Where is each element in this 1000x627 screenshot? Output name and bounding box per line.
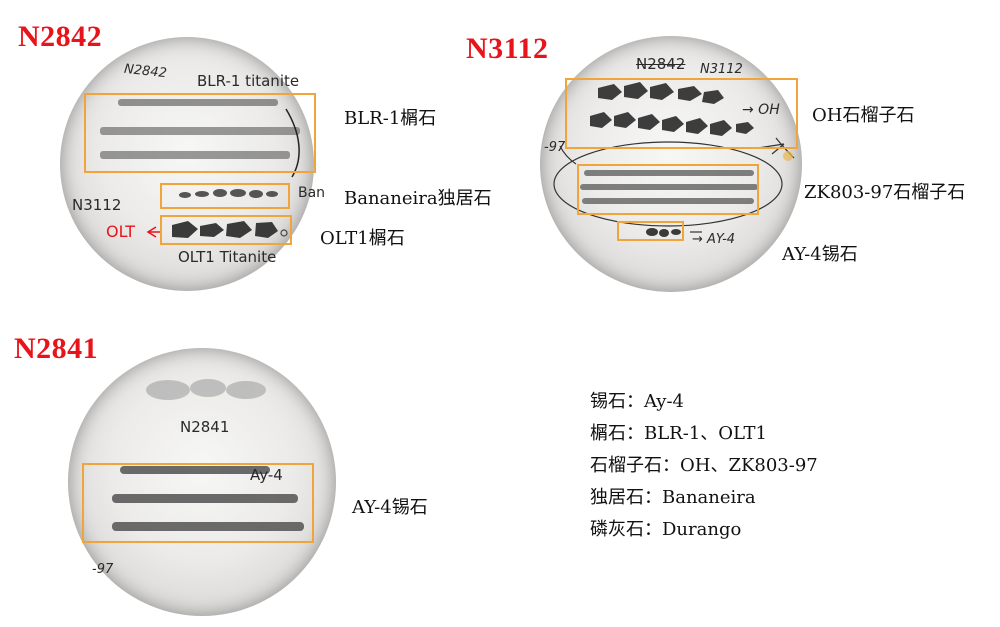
label-zk803-garnet: ZK803-97石榴子石 [804,182,966,203]
handwriting-n3112: N3112 [72,196,122,214]
handwriting-blr-titanite: BLR-1 titanite [197,72,300,90]
highlight-box-ay4-n3112 [617,221,684,241]
legend-item-garnet: 石榴子石：OH、ZK803-97 [590,455,818,476]
handwriting-n2841-sample: N2841 [180,418,230,436]
highlight-box-olt [160,215,292,245]
label-ay4-cassiterite-n3112: AY-4锡石 [782,244,858,265]
mount-n3112-tracks [553,82,795,237]
highlight-box-zk803 [577,164,759,215]
label-ay4-cassiterite-n2841: AY-4锡石 [352,497,428,518]
legend-item-cassiterite: 锡石：Ay-4 [590,391,684,412]
handwriting-olt-red: OLT [106,222,136,241]
highlight-box-oh [565,78,798,149]
handwriting-n3112-sample: N3112 [700,62,743,77]
label-oh-garnet: OH石榴子石 [812,105,915,126]
highlight-box-bananeira [160,183,290,209]
handwriting-olt1-titanite: OLT1 Titanite [178,248,277,266]
handwriting-ban: Ban [298,185,326,201]
mount-n2842-tracks [100,99,300,238]
handwriting-97: -97 [544,140,566,155]
sample-mount-n2842 [60,37,314,291]
sample-mount-n2841 [68,348,336,616]
panel-title-n2841: N2841 [14,332,99,365]
legend-item-monazite: 独居石：Bananeira [590,487,756,508]
label-olt1-titanite: OLT1榍石 [320,228,405,249]
highlight-box-ay4-n2841 [82,463,314,543]
legend-item-apatite: 磷灰石：Durango [590,519,742,540]
highlight-box-blr [84,93,316,173]
handwriting-n2842-crossed: N2842 [636,55,686,73]
mineral-legend: 锡石：Ay-4 榍石：BLR-1、OLT1 石榴子石：OH、ZK803-97 独… [590,386,818,546]
label-bananeira-monazite: Bananeira独居石 [344,188,492,209]
mount-n2841-tracks [112,379,304,531]
handwriting-ay4: → AY-4 [692,232,736,247]
handwriting-97-n2841: -97 [92,562,114,577]
legend-item-titanite: 榍石：BLR-1、OLT1 [590,423,767,444]
handwriting-oh: → OH [742,102,780,118]
panel-title-n3112: N3112 [466,32,549,65]
handwriting-ay4-n2841: Ay-4 [250,466,283,484]
panel-title-n2842: N2842 [18,20,103,53]
label-blr-titanite: BLR-1榍石 [344,108,437,129]
